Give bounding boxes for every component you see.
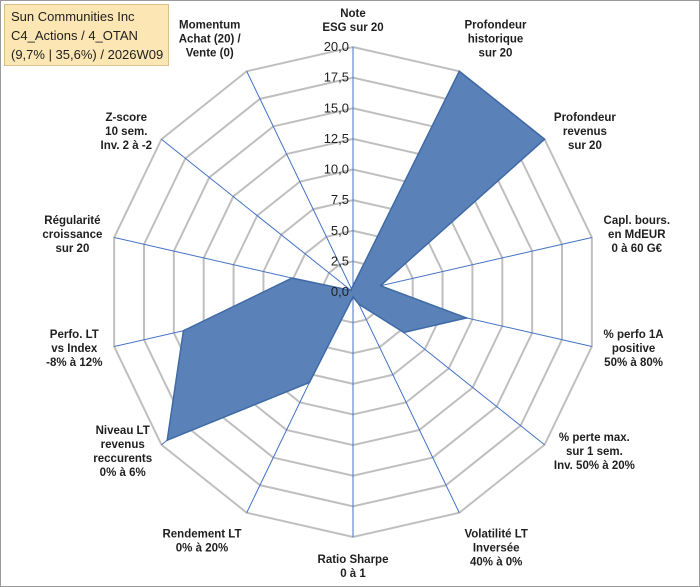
axis-label-13-line-2: Vente (0): [186, 48, 234, 60]
axis-label-11-line-1: croissance: [42, 229, 102, 241]
tick-label-1: 2,5: [331, 253, 349, 268]
axis-label-2-line-0: Profondeur: [554, 112, 616, 124]
axis-label-6-line-1: Inversée: [473, 543, 520, 555]
axis-label-0: Note ESG sur 20: [322, 8, 383, 34]
title-line-2: C4_Actions / 4_OTAN: [11, 28, 138, 43]
axis-label-10: Perfo. LT vs Index -8% à 12%: [46, 329, 102, 369]
axis-label-5-line-0: % perte max.: [559, 432, 630, 444]
series-layer: [166, 70, 546, 442]
axis-label-5-line-1: sur 1 sem.: [566, 446, 623, 458]
axis-label-9-line-2: reccurents: [93, 453, 152, 465]
tick-label-4: 10,0: [324, 162, 349, 177]
data-point-4: [465, 317, 468, 319]
axis-label-2: Profondeur revenus sur 20: [554, 112, 616, 152]
spoke-13: [246, 71, 354, 293]
axis-label-12-line-1: 10 sem.: [105, 126, 147, 138]
axis-label-7-line-0: Ratio Sharpe: [318, 554, 389, 566]
axis-label-9: Niveau LT revenus reccurents 0% à 6%: [93, 425, 152, 479]
axis-label-2-line-2: sur 20: [568, 140, 602, 152]
axis-label-2-line-1: revenus: [563, 126, 607, 138]
axis-label-4-line-2: 50% à 80%: [604, 357, 663, 369]
data-point-6: [358, 303, 360, 305]
axis-label-11-line-2: sur 20: [55, 243, 89, 255]
axis-label-12-line-2: Inv. 2 à -2: [101, 140, 153, 152]
axis-label-1-line-2: sur 20: [479, 48, 513, 60]
axis-label-3: Capl. bours. en MdEUR 0 à 60 G€: [604, 215, 670, 255]
axis-label-10-line-0: Perfo. LT: [50, 329, 99, 341]
spoke-12: [161, 138, 354, 293]
axis-label-1: Profondeur historique sur 20: [465, 20, 527, 60]
axis-label-8: Rendement LT 0% à 20%: [162, 529, 241, 555]
data-point-8: [308, 381, 311, 384]
axis-label-6-line-2: 40% à 0%: [470, 557, 522, 569]
axis-label-11: Régularité croissance sur 20: [42, 215, 102, 255]
data-point-1: [458, 70, 461, 73]
data-point-7: [352, 296, 354, 298]
axis-label-7: Ratio Sharpe 0 à 1: [318, 554, 389, 580]
chart-title-box: Sun Communities Inc C4_Actions / 4_OTAN …: [4, 4, 169, 66]
tick-label-7: 17,5: [324, 70, 349, 85]
tick-label-6: 15,0: [324, 100, 349, 115]
axis-label-9-line-1: revenus: [101, 439, 145, 451]
axis-label-13-line-1: Achat (20) /: [179, 34, 242, 46]
data-point-3: [379, 284, 382, 287]
axis-label-1-line-1: historique: [468, 34, 524, 46]
axis-label-5: % perte max. sur 1 sem. Inv. 50% à 20%: [554, 432, 635, 472]
axis-label-7-line-1: 0 à 1: [340, 568, 366, 580]
axis-label-13-line-0: Momentum: [179, 20, 240, 32]
title-line-1: Sun Communities Inc: [11, 9, 135, 24]
axis-label-12-line-0: Z-score: [106, 112, 148, 124]
axis-label-10-line-1: vs Index: [51, 343, 98, 355]
tick-label-5: 12,5: [324, 131, 349, 146]
data-point-9: [166, 439, 168, 441]
tick-label-0: 0,0: [331, 284, 349, 299]
tick-label-2: 5,0: [331, 223, 349, 238]
title-line-3: (9,7% | 35,6%) / 2026W09: [11, 47, 164, 62]
axis-label-1-line-0: Profondeur: [465, 20, 527, 32]
axis-label-10-line-2: -8% à 12%: [46, 357, 102, 369]
axis-label-5-line-2: Inv. 50% à 20%: [554, 460, 635, 472]
axis-label-9-line-3: 0% à 6%: [100, 467, 146, 479]
axis-label-3-line-0: Capl. bours.: [604, 215, 670, 227]
axis-label-3-line-2: 0 à 60 G€: [612, 243, 663, 255]
axis-label-13: Momentum Achat (20) / Vente (0): [179, 20, 242, 60]
data-point-11: [291, 277, 293, 279]
data-point-2: [543, 138, 546, 141]
axis-label-4-line-0: % perfo 1A: [604, 329, 664, 341]
axis-label-layer: Note ESG sur 20 Profondeur historique sur 20…: [42, 8, 670, 580]
axis-label-0-line-0: Note: [340, 8, 366, 20]
data-point-5: [402, 331, 405, 334]
axis-label-11-line-0: Régularité: [44, 215, 100, 227]
data-point-13: [350, 287, 353, 290]
axis-label-4-line-1: positive: [612, 343, 655, 355]
axis-label-6: Volatilité LT Inversée 40% à 0%: [464, 529, 527, 569]
data-point-12: [350, 289, 352, 292]
axis-label-4: % perfo 1A positive 50% à 80%: [604, 329, 664, 369]
spoke-3: [352, 236, 592, 293]
tick-layer: 0,0 2,5 5,0 7,5 10,0 12,5 15,0 17,5 20,0: [324, 39, 349, 299]
axis-label-12: Z-score 10 sem. Inv. 2 à -2: [101, 112, 153, 152]
axis-label-9-line-0: Niveau LT: [96, 425, 150, 437]
data-point-10: [182, 329, 185, 332]
tick-label-8: 20,0: [324, 39, 349, 54]
axis-label-6-line-0: Volatilité LT: [464, 529, 527, 541]
axis-label-8-line-1: 0% à 20%: [176, 543, 228, 555]
axis-label-3-line-1: en MdEUR: [608, 229, 666, 241]
data-point-0: [352, 285, 354, 287]
tick-label-3: 7,5: [331, 192, 349, 207]
axis-label-8-line-0: Rendement LT: [162, 529, 241, 541]
spoke-6: [352, 291, 460, 513]
axis-label-0-line-1: ESG sur 20: [322, 22, 383, 34]
